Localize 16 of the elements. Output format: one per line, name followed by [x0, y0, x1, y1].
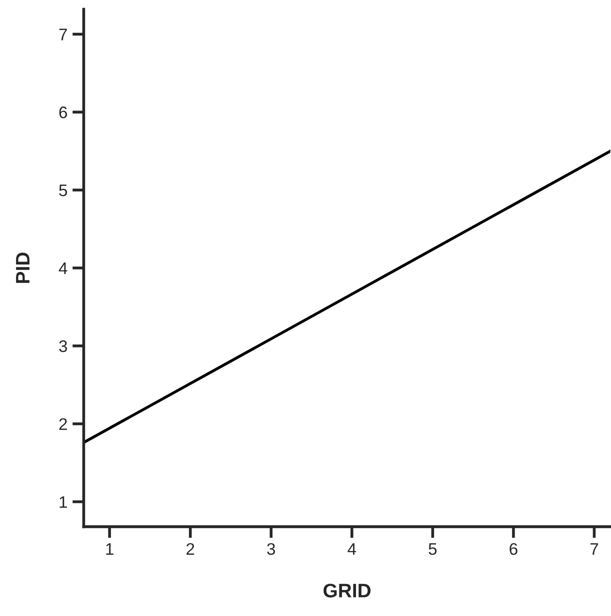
x-tick-label: 7 — [590, 543, 598, 555]
y-tick-label: 3 — [59, 340, 68, 352]
x-tick-label: 3 — [267, 543, 276, 555]
y-tick-label: 7 — [59, 28, 67, 40]
x-tick-label: 6 — [510, 543, 518, 555]
y-tick-label: 6 — [59, 106, 68, 118]
x-tick-label: 4 — [348, 543, 356, 555]
x-tick-label: 1 — [106, 543, 114, 555]
y-tick-label: 2 — [59, 418, 67, 430]
x-axis-title: GRID — [324, 584, 371, 598]
y-tick-label: 1 — [60, 496, 67, 508]
y-tick-label: 5 — [59, 184, 68, 196]
y-axis-title: PID — [16, 252, 30, 283]
y-tick-label: 4 — [58, 262, 68, 274]
x-tick-label: 2 — [186, 543, 194, 555]
x-tick-label: 5 — [428, 543, 437, 555]
